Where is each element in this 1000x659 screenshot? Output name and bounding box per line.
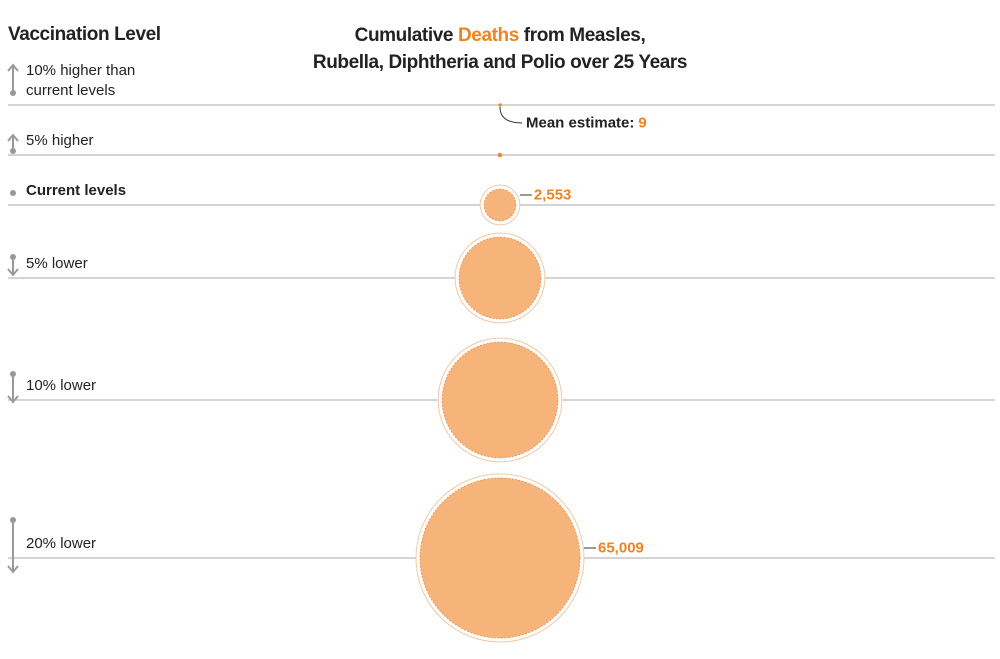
category-label: 20% lower	[26, 535, 97, 552]
value-label: 65,009	[598, 539, 644, 557]
category-label: Current levels	[26, 182, 127, 199]
level-icon	[7, 133, 19, 142]
value-label: 9	[638, 114, 647, 132]
level-icon	[10, 371, 16, 377]
leader	[499, 106, 523, 124]
level-icon	[7, 565, 19, 574]
chart-title: Cumulative Deaths from Measles, Rubella,…	[250, 22, 750, 76]
bubble	[498, 103, 502, 107]
value-label: 2,553	[533, 186, 572, 204]
level-icon	[7, 395, 19, 404]
bubble	[483, 188, 517, 222]
annotation: Mean estimate: 9	[526, 114, 647, 132]
title-line: Rubella, Diphtheria and Polio over 25 Ye…	[250, 49, 750, 76]
bubble	[441, 341, 559, 459]
level-icon	[10, 90, 16, 96]
level-icon	[7, 268, 19, 277]
title-part: Cumulative	[354, 25, 458, 46]
bubble	[419, 477, 581, 639]
category-label: 10% lower	[26, 377, 97, 394]
level-icon	[7, 63, 19, 72]
title-highlight: Deaths	[457, 25, 519, 46]
title-line: Cumulative Deaths from Measles,	[250, 22, 750, 49]
bubble	[458, 236, 542, 320]
bubble	[497, 152, 503, 158]
category-label: 5% lower	[26, 255, 88, 272]
level-icon	[10, 190, 16, 196]
category-label: 5% higher	[26, 132, 94, 149]
y-label: Vaccination Level	[8, 24, 161, 45]
level-icon	[10, 254, 16, 260]
title-part: from Measles,	[518, 25, 646, 46]
title-part: Rubella, Diphtheria and Polio over 25 Ye…	[312, 52, 688, 73]
level-icon	[10, 148, 16, 154]
level-icon	[10, 517, 16, 523]
category-label: 10% higher than current levels	[26, 62, 136, 99]
